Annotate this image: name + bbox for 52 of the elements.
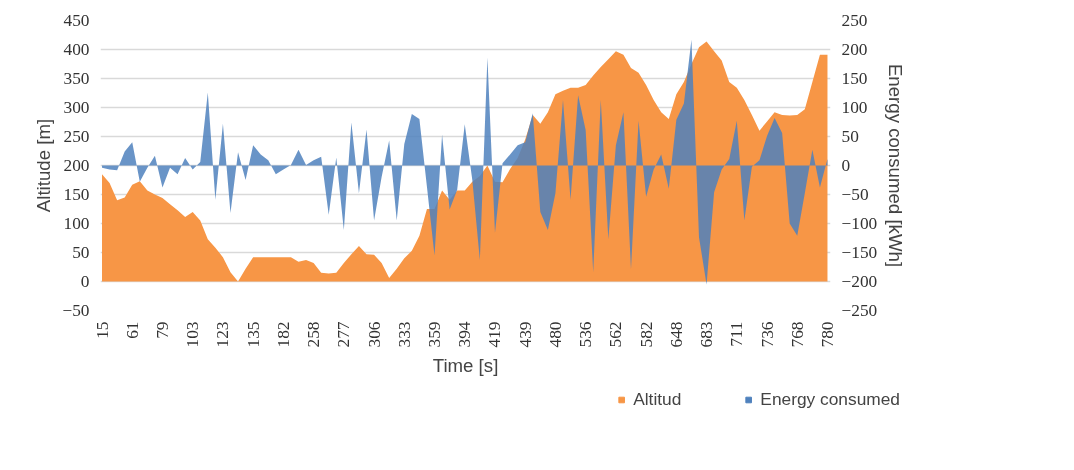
y2-tick-label: 200 — [841, 40, 868, 59]
y2-tick-label: 150 — [841, 69, 868, 88]
y-tick-label: 450 — [63, 11, 90, 30]
x-tick-label: 780 — [817, 321, 837, 348]
x-tick-label: 768 — [787, 321, 807, 348]
x-tick-label: 419 — [485, 321, 505, 348]
x-tick-label: 61 — [122, 321, 142, 339]
legend-label: Altitud — [633, 388, 682, 410]
x-tick-label: 648 — [666, 321, 686, 348]
x-tick-label: 562 — [606, 321, 626, 348]
y-tick-label: 300 — [63, 98, 90, 117]
x-tick-label: 359 — [425, 321, 445, 348]
y2-tick-label: −150 — [841, 243, 878, 262]
x-tick-label: 333 — [394, 321, 414, 348]
y-tick-label: −50 — [62, 301, 90, 320]
x-tick-label: 536 — [576, 321, 596, 348]
x-tick-label: 277 — [334, 321, 354, 348]
x-tick-label: 123 — [213, 321, 233, 348]
legend-label: Energy consumed — [760, 388, 900, 410]
x-tick-label: 711 — [727, 321, 747, 347]
x-tick-label: 394 — [455, 321, 475, 348]
y-tick-label: 200 — [63, 156, 90, 175]
y2-tick-label: 0 — [841, 156, 851, 175]
y-tick-label: 150 — [63, 185, 90, 204]
x-axis-title: Time [s] — [432, 355, 499, 377]
x-tick-label: 582 — [636, 321, 656, 348]
y-axis-title: Altitude [m] — [33, 118, 55, 213]
y2-tick-label: −200 — [841, 272, 878, 291]
y-tick-label: 400 — [63, 40, 90, 59]
y2-tick-label: 50 — [841, 127, 859, 146]
x-tick-label: 79 — [152, 321, 172, 339]
y2-axis-title: Energy consumed [kWh] — [885, 63, 907, 268]
y-tick-label: 50 — [72, 243, 90, 262]
y2-tick-label: 100 — [841, 98, 868, 117]
x-tick-label: 480 — [545, 321, 565, 348]
x-tick-label: 103 — [183, 321, 203, 348]
x-tick-label: 15 — [92, 321, 112, 339]
x-tick-label: 258 — [304, 321, 324, 348]
y-tick-label: 250 — [63, 127, 90, 146]
y-tick-label: 100 — [63, 214, 90, 233]
y2-tick-label: −250 — [841, 301, 878, 320]
x-tick-label: 306 — [364, 321, 384, 348]
y2-tick-label: 250 — [841, 11, 868, 30]
x-tick-label: 182 — [273, 321, 293, 348]
x-tick-label: 135 — [243, 321, 263, 348]
y-tick-label: 0 — [80, 272, 90, 291]
y2-tick-label: −50 — [841, 185, 869, 204]
x-tick-label: 439 — [515, 321, 535, 348]
x-tick-label: 683 — [697, 321, 717, 348]
y2-tick-label: −100 — [841, 214, 878, 233]
x-tick-label: 736 — [757, 321, 777, 348]
y-tick-label: 350 — [63, 69, 90, 88]
